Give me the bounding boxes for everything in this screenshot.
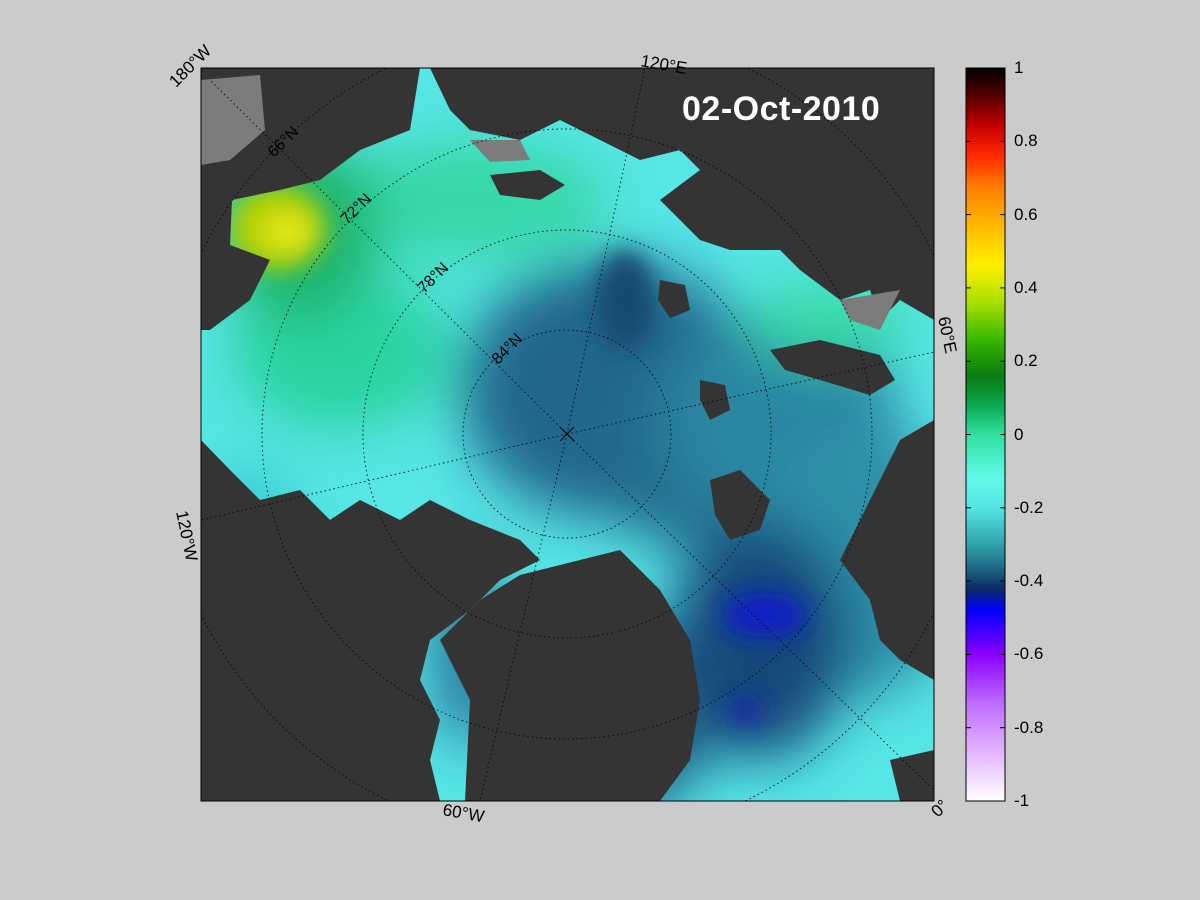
colorbar-tick-label: 0.4 (1014, 277, 1038, 297)
map-date-title: 02-Oct-2010 (682, 90, 881, 128)
colorbar-tick-label: -0.4 (1014, 571, 1044, 591)
colorbar-tick-label: 0 (1014, 424, 1024, 444)
colorbar-tick-label: 0.6 (1014, 204, 1038, 224)
colorbar-tick-label: 0.2 (1014, 351, 1038, 371)
graticule (201, 68, 934, 801)
colorbar-tick-label: -0.6 (1014, 644, 1044, 664)
colorbar (965, 67, 1006, 802)
anomaly-extremes (230, 186, 807, 724)
pole-marker (559, 426, 575, 442)
colorbar-ticks (966, 67, 1005, 802)
colorbar-gradient (965, 67, 1006, 802)
lon-label-120w: 120°W (172, 509, 201, 563)
lon-label-60e: 60°E (934, 315, 960, 355)
colorbar-tick-label: 0.8 (1014, 131, 1038, 151)
land (201, 68, 934, 801)
map-panel: 66°N 72°N 78°N 84°N (201, 68, 934, 801)
map-frame (200, 67, 935, 802)
colorbar-tick-label: 1 (1014, 58, 1024, 77)
colorbar-tick-label: -1 (1014, 791, 1030, 810)
ice-covered-land (201, 75, 900, 330)
lon-label-60w: 60°W (441, 800, 485, 826)
colorbar-tick-label: -0.2 (1014, 497, 1044, 517)
colorbar-tick-label: -0.8 (1014, 717, 1044, 737)
